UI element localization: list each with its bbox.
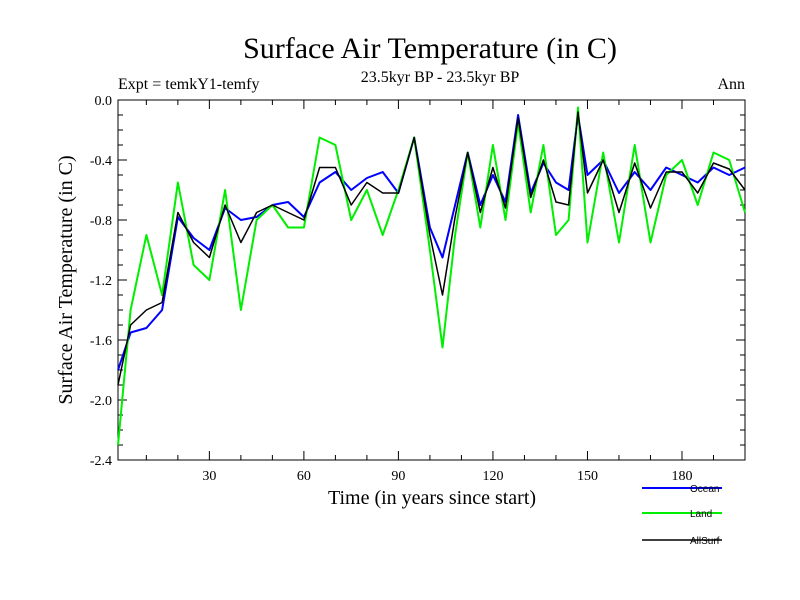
y-tick-label: -2.0 xyxy=(90,394,112,409)
y-tick-label: -2.4 xyxy=(90,454,112,469)
legend-label-land: Land xyxy=(690,509,712,520)
y-tick-label: -0.8 xyxy=(90,214,112,229)
series-line-allsurf xyxy=(117,111,746,386)
season-label: Ann xyxy=(717,76,745,93)
x-axis-label: Time (in years since start) xyxy=(328,487,536,509)
legend-label-ocean: Ocean xyxy=(690,484,719,495)
x-tick-label: 30 xyxy=(202,469,216,484)
x-tick-label: 120 xyxy=(482,469,503,484)
legend: Ocean Land AllSurf xyxy=(642,484,722,547)
legend-label-allsurf: AllSurf xyxy=(690,536,720,547)
series-line-land xyxy=(117,106,746,446)
y-tick-label: -1.6 xyxy=(90,334,112,349)
y-axis: 0.0 -0.4 -0.8 -1.2 -1.6 -2.0 -2.4 xyxy=(90,94,745,469)
y-tick-label: -1.2 xyxy=(90,274,112,289)
y-axis-label: Surface Air Temperature (in C) xyxy=(55,155,77,404)
x-tick-label: 60 xyxy=(297,469,311,484)
x-tick-label: 150 xyxy=(577,469,598,484)
plot-frame xyxy=(117,99,746,461)
chart-title: Surface Air Temperature (in C) xyxy=(243,32,617,65)
y-tick-label: 0.0 xyxy=(95,94,113,109)
period-label: 23.5kyr BP - 23.5kyr BP xyxy=(361,69,520,86)
experiment-label: Expt = temkY1-temfy xyxy=(118,76,259,93)
y-tick-label: -0.4 xyxy=(90,154,112,169)
series-lines xyxy=(117,106,746,446)
x-tick-label: 90 xyxy=(391,469,405,484)
x-tick-label: 180 xyxy=(671,469,692,484)
x-axis: 30 60 90 120 150 180 xyxy=(145,100,714,484)
